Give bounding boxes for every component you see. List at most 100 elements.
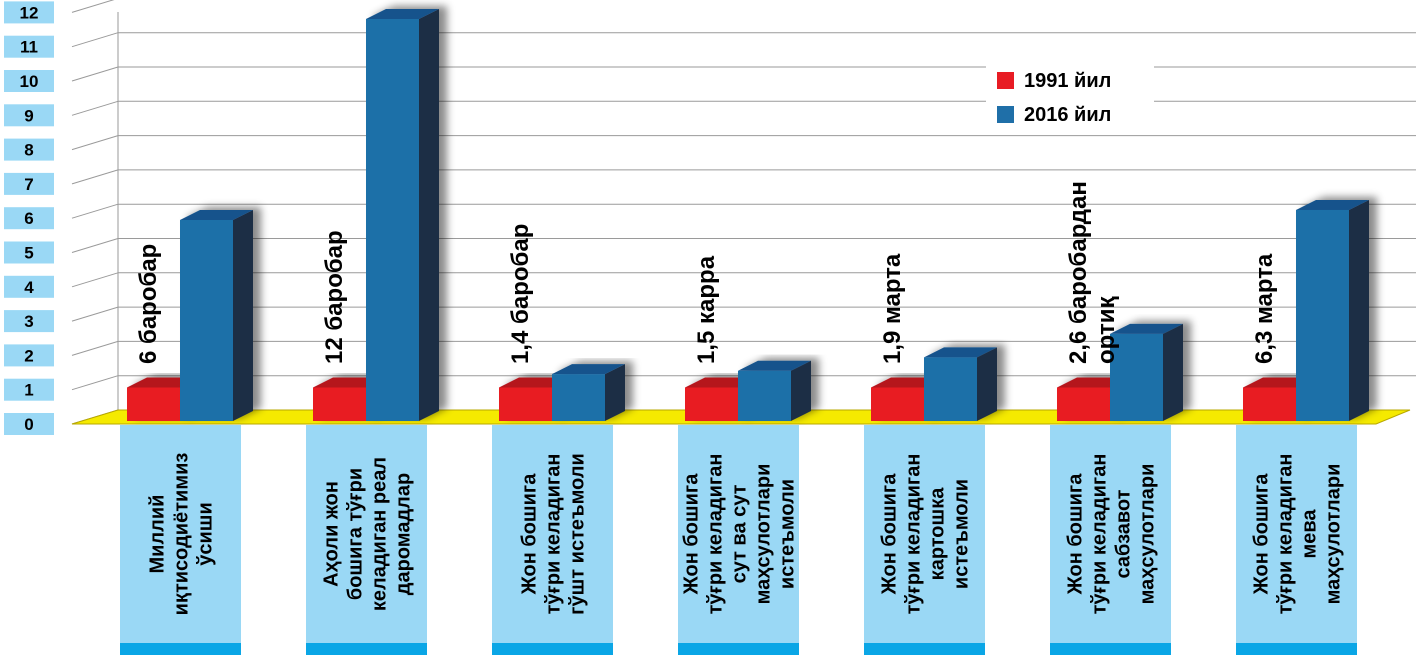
gridline-slant <box>71 135 119 151</box>
tick-badge <box>4 207 54 230</box>
bar-1991 <box>313 387 366 421</box>
category-label: Аҳоли жон <box>321 481 343 587</box>
tick-badge <box>4 70 54 92</box>
bar-2016 <box>738 370 791 421</box>
gridline-slant <box>71 32 119 48</box>
gridline-slant <box>71 306 119 322</box>
category-box <box>1050 425 1171 643</box>
bar-2016 <box>180 220 233 421</box>
category-label: Жон бошига <box>879 473 901 596</box>
category-strip <box>120 643 241 655</box>
category-label: мева <box>1299 509 1321 559</box>
category-label: маҳсулотлари <box>1323 464 1345 605</box>
category-strip <box>492 643 613 655</box>
bar-side <box>791 360 811 421</box>
bar-group <box>180 210 253 421</box>
category-label: истеъмоли <box>777 479 799 589</box>
category-box <box>864 425 985 643</box>
bar-top <box>1110 323 1183 334</box>
y-tick-label: 2 <box>24 346 33 365</box>
category-box <box>1236 425 1357 643</box>
category-box <box>492 425 613 643</box>
category-label: картошка <box>927 487 949 581</box>
category-label: тўғри келадиган <box>1275 454 1297 615</box>
y-tick-label: 10 <box>20 72 39 91</box>
bar-annotation: 1,9 марта <box>879 253 906 364</box>
bar-top <box>366 9 439 19</box>
category-label: Жон бошига <box>681 473 703 596</box>
y-tick-label: 3 <box>24 312 33 331</box>
tick-badge <box>4 35 54 58</box>
category-label: иқтисодиётимиз <box>171 453 193 616</box>
y-tick-label: 8 <box>24 141 33 160</box>
gridline-slant <box>71 375 119 391</box>
bar-side <box>977 347 997 421</box>
category-label: тўғри келадиган <box>705 454 727 615</box>
bar-1991 <box>1057 387 1110 421</box>
y-tick-label: 11 <box>20 38 38 57</box>
legend-swatch <box>997 72 1014 89</box>
bar-group <box>1110 323 1183 421</box>
y-tick-label: 5 <box>24 244 33 263</box>
tick-badge <box>4 378 54 401</box>
tick-badge <box>4 275 54 298</box>
category-label: тўғри келадиган <box>543 454 565 615</box>
bar-annotation: 1,5 карра <box>693 255 720 364</box>
category-strip <box>1236 643 1357 655</box>
category-strip <box>1050 643 1171 655</box>
category-label: Жон бошига <box>1251 473 1273 596</box>
tick-badge <box>4 310 54 333</box>
tick-badge <box>4 413 54 435</box>
category-strip <box>864 643 985 655</box>
gridline-slant <box>71 169 119 185</box>
bar-annotation: 1,4 баробар <box>507 224 534 364</box>
gridline-slant <box>71 66 119 82</box>
tick-badge <box>4 138 54 161</box>
y-tick-label: 1 <box>24 381 33 400</box>
category-label: ўсиши <box>195 502 217 566</box>
category-label: сабзавот <box>1113 489 1135 578</box>
bar-1991 <box>127 387 180 421</box>
category-box <box>306 425 427 643</box>
category-label: сут ва сут <box>729 484 751 583</box>
category-label: тўғри келадиган <box>903 454 925 615</box>
bar-annotation: ортиқ <box>1093 295 1120 364</box>
tick-badge <box>4 1 54 24</box>
gridline-slant <box>71 238 119 253</box>
category-label: тўғри келадиган <box>1089 454 1111 615</box>
category-label: келадиган реал <box>369 457 391 611</box>
category-label: бошига тўғри <box>345 468 367 600</box>
bar-1991 <box>685 387 738 421</box>
bar-top <box>552 364 625 375</box>
legend-label: 2016 йил <box>1024 104 1111 126</box>
gridline-slant <box>71 0 115 13</box>
bar-side <box>233 210 253 421</box>
gridline-slant <box>71 272 119 288</box>
category-strip <box>306 643 427 655</box>
category-label: Жон бошига <box>519 473 541 596</box>
legend-label: 1991 йил <box>1024 70 1111 92</box>
bar-annotation: 6 баробар <box>135 244 162 364</box>
y-tick-label: 9 <box>24 106 33 125</box>
bar-annotation: 12 баробар <box>321 230 348 364</box>
gridline-slant <box>71 340 119 356</box>
bar-group <box>738 360 811 421</box>
y-tick-label: 0 <box>24 415 33 434</box>
category-box <box>678 425 799 643</box>
bar-1991 <box>499 387 552 421</box>
bar-1991 <box>871 387 924 421</box>
y-tick-label: 7 <box>24 175 33 194</box>
category-box <box>120 425 241 643</box>
bar-side <box>1163 323 1183 421</box>
bar-annotation: 2,6 баробардан <box>1065 181 1092 364</box>
y-tick-label: 12 <box>20 3 39 22</box>
category-strip <box>678 643 799 655</box>
bar-top <box>1296 199 1369 210</box>
bar-group <box>924 347 997 421</box>
legend-swatch <box>997 106 1014 123</box>
bar-2016 <box>366 19 419 421</box>
category-label: Жон бошига <box>1065 473 1087 596</box>
legend: 1991 йил 2016 йил <box>986 64 1154 132</box>
